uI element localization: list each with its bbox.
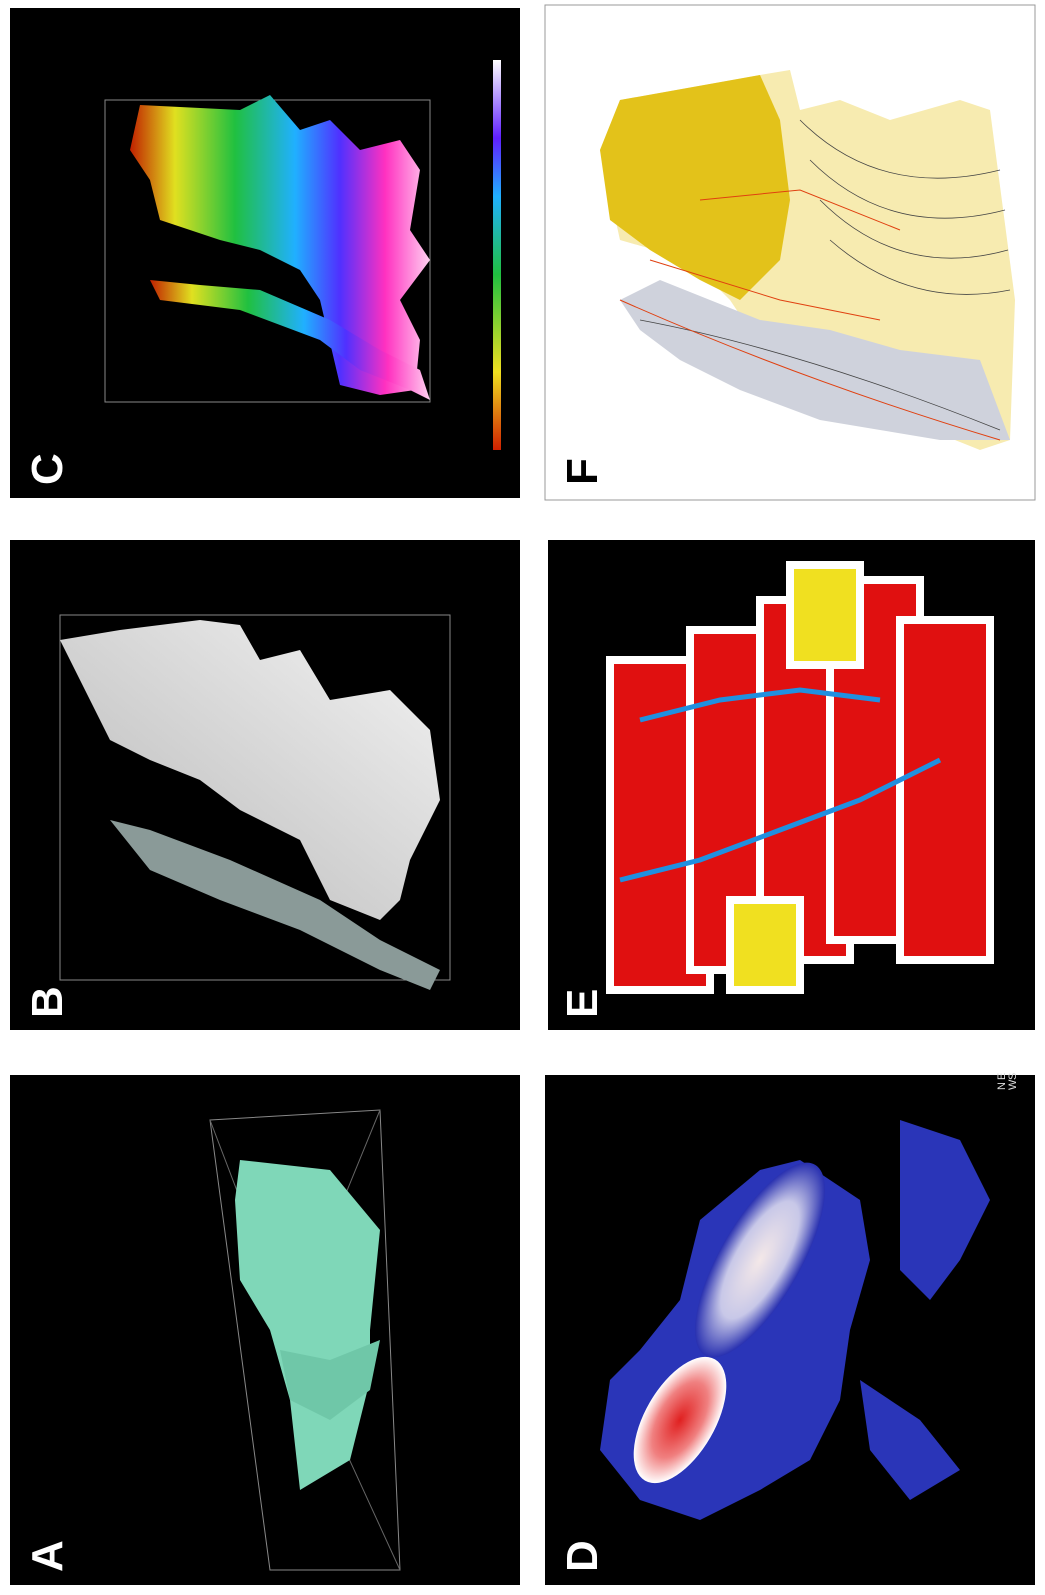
figure: C F B E A D N E W S bbox=[0, 0, 1045, 1590]
compass-label: S bbox=[1007, 1073, 1019, 1080]
panel-e bbox=[548, 540, 1035, 1030]
panel-label: E bbox=[558, 989, 607, 1018]
panel-f bbox=[545, 5, 1035, 500]
panel-a bbox=[10, 1075, 520, 1585]
panel-label: D bbox=[558, 1540, 607, 1572]
panel-c bbox=[10, 8, 520, 498]
panel-d bbox=[545, 1075, 1035, 1585]
panel-b bbox=[10, 540, 520, 1030]
panel-label: F bbox=[558, 458, 607, 485]
panel-label: B bbox=[23, 986, 72, 1018]
panel-label: A bbox=[23, 1540, 72, 1572]
panel-label: C bbox=[23, 453, 72, 485]
